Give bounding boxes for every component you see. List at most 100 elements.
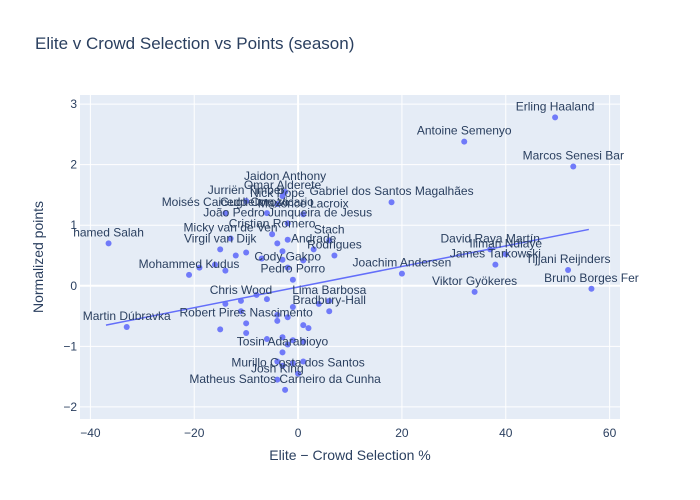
data-point bbox=[461, 138, 468, 145]
x-tick-label: −20 bbox=[184, 426, 205, 440]
point-label: Micky van de Ven bbox=[184, 221, 278, 235]
data-point bbox=[227, 235, 234, 242]
data-point bbox=[253, 291, 260, 298]
data-point bbox=[274, 317, 281, 324]
y-tick-label: 2 bbox=[70, 158, 77, 172]
data-point bbox=[263, 296, 270, 303]
data-point bbox=[289, 337, 296, 344]
x-tick-label: 40 bbox=[499, 426, 513, 440]
data-point bbox=[570, 163, 577, 170]
y-tick-label: 3 bbox=[70, 97, 77, 111]
point-label: Tosin Adarabioyo bbox=[237, 334, 329, 348]
data-point bbox=[492, 261, 499, 268]
data-point bbox=[398, 270, 405, 277]
data-point bbox=[588, 285, 595, 292]
data-point bbox=[222, 210, 229, 217]
x-tick-label: 20 bbox=[395, 426, 409, 440]
data-point bbox=[300, 257, 307, 264]
point-label: Cody Gakpo bbox=[254, 250, 321, 264]
point-label: Bruno Borges Fer bbox=[544, 271, 639, 285]
point-label: Virgil van Dijk bbox=[184, 231, 257, 245]
point-label: Tijjani Reijnders bbox=[526, 252, 611, 266]
data-point bbox=[300, 322, 307, 329]
data-point bbox=[315, 300, 322, 307]
point-label: hamed Salah bbox=[73, 225, 144, 239]
data-point bbox=[552, 114, 559, 121]
data-point bbox=[279, 349, 286, 356]
data-point bbox=[284, 264, 291, 271]
point-label: Cristian Romero bbox=[229, 216, 316, 230]
point-label: Andrade bbox=[291, 231, 337, 245]
point-labels: Erling Haaland Antoine Semenyo Marcos Sene… bbox=[73, 99, 639, 386]
data-point bbox=[279, 248, 286, 255]
data-point bbox=[487, 246, 494, 253]
point-label: Viktor Gyökeres bbox=[432, 274, 517, 288]
data-point bbox=[274, 201, 281, 208]
y-tick-label: 1 bbox=[70, 218, 77, 232]
point-label: Maxence Lacroix bbox=[258, 196, 349, 210]
data-point bbox=[212, 261, 218, 268]
data-points bbox=[105, 114, 595, 393]
point-label: Martin Dúbravka bbox=[83, 309, 171, 323]
data-point bbox=[243, 197, 250, 204]
x-tick-label: 60 bbox=[603, 426, 617, 440]
data-point bbox=[217, 246, 224, 253]
data-point bbox=[282, 386, 289, 393]
data-point bbox=[326, 308, 333, 315]
point-label: Bradbury-Hall bbox=[293, 293, 366, 307]
data-point bbox=[186, 271, 193, 278]
point-label: Iliman Ndiaye bbox=[469, 236, 542, 250]
data-point bbox=[284, 236, 291, 243]
data-point bbox=[289, 303, 296, 310]
grid-lines bbox=[80, 95, 620, 419]
data-point bbox=[300, 211, 307, 218]
data-point bbox=[243, 320, 250, 327]
data-point bbox=[269, 231, 276, 238]
point-label: Nick Pope bbox=[250, 186, 305, 200]
point-label: Chris Wood bbox=[210, 283, 272, 297]
point-label: Jurriën Timber bbox=[208, 183, 285, 197]
x-tick-label: 0 bbox=[295, 426, 302, 440]
data-point bbox=[243, 330, 250, 337]
point-label: Robert Pires Nascimento bbox=[179, 305, 313, 319]
point-label: Stach bbox=[314, 222, 345, 236]
data-point bbox=[289, 276, 296, 283]
data-point bbox=[123, 323, 130, 330]
point-label: Erling Haaland bbox=[516, 99, 595, 113]
x-axis-title: Elite − Crowd Selection % bbox=[269, 447, 430, 463]
data-point bbox=[471, 288, 478, 295]
data-point bbox=[289, 360, 296, 367]
data-point bbox=[258, 255, 265, 262]
data-point bbox=[502, 251, 509, 258]
y-axis-title: Normalized points bbox=[30, 201, 46, 313]
data-point bbox=[196, 264, 203, 271]
data-point bbox=[305, 325, 312, 332]
point-label: Josh King bbox=[251, 362, 304, 376]
point-label: João Pedro Junqueira de Jesus bbox=[203, 205, 372, 219]
data-point bbox=[274, 376, 281, 383]
point-label: Gabriel dos Santos Magalhães bbox=[309, 184, 473, 198]
data-point bbox=[222, 300, 229, 307]
data-point bbox=[388, 199, 395, 206]
data-point bbox=[326, 297, 333, 304]
data-point bbox=[284, 314, 291, 321]
data-point bbox=[279, 362, 286, 369]
point-label: Jaidon Anthony bbox=[244, 169, 326, 183]
data-point bbox=[105, 240, 112, 247]
plot-background bbox=[80, 95, 620, 419]
axis-ticks: −40 −20 0 20 40 60 −2 −1 0 1 2 3 bbox=[63, 97, 616, 440]
data-point bbox=[263, 336, 270, 343]
point-label: Moisés Caicedo Corozo bbox=[162, 195, 290, 209]
point-label: Marcos Senesi Bar bbox=[523, 148, 624, 162]
point-label: Matheus Santos Carneiro da Cunha bbox=[189, 372, 381, 386]
data-point bbox=[222, 267, 229, 274]
point-label: Antoine Semenyo bbox=[417, 124, 512, 138]
point-label: Murillo Costa dos Santos bbox=[231, 356, 364, 370]
data-point bbox=[295, 370, 302, 377]
data-point bbox=[326, 237, 333, 244]
data-point bbox=[565, 267, 572, 274]
data-point bbox=[310, 246, 317, 253]
y-tick-label: 0 bbox=[70, 279, 77, 293]
data-point bbox=[279, 334, 286, 341]
